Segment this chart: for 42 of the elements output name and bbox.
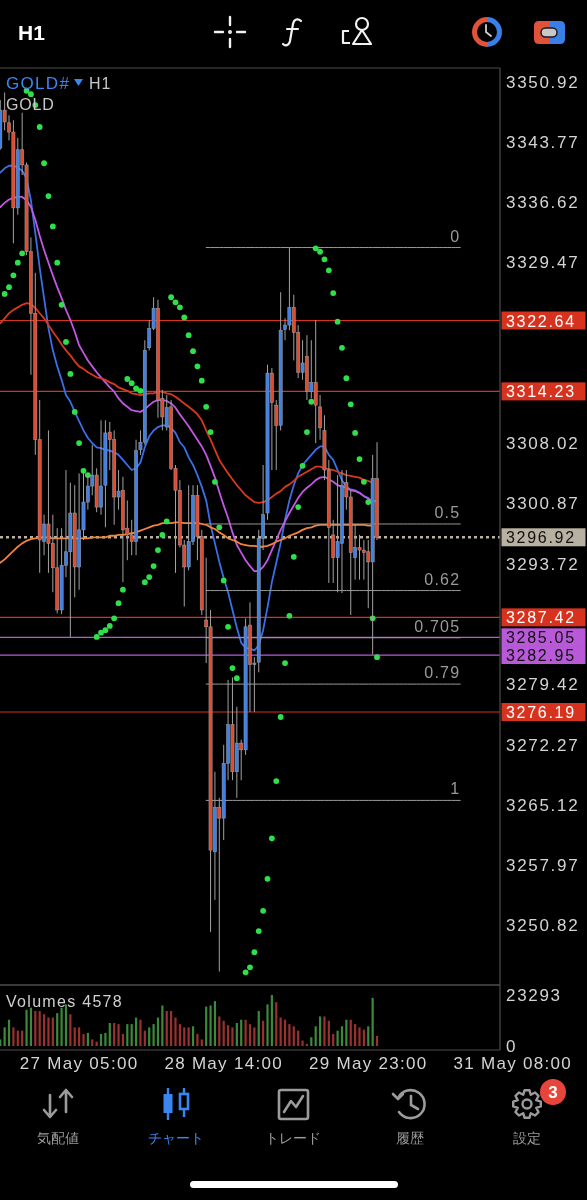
ref-line-label: 3314.23 — [506, 382, 576, 400]
text: チャート — [148, 1130, 204, 1146]
series-label: 0.705 — [414, 617, 461, 635]
chart-subtitle: H1 — [89, 75, 112, 92]
y-tick-label: 3300.87 — [506, 494, 580, 514]
y-tick-label: 3265.12 — [506, 795, 580, 815]
y-tick-label: 3257.97 — [506, 856, 580, 876]
y-tick-label: 3329.47 — [506, 253, 580, 273]
y-tick-label: 3308.02 — [506, 434, 580, 454]
chart-title: Volumes 4578 — [6, 993, 124, 1010]
x-tick-label: 27 May 05:00 — [19, 1054, 139, 1073]
ref-line-label: 3285.05 — [506, 628, 576, 646]
chart-title: GOLD# — [6, 74, 71, 93]
text: トレード — [265, 1130, 321, 1146]
series-label: 1 — [450, 780, 461, 798]
series-label: 0.62 — [424, 570, 461, 588]
y-tick-label: 3350.92 — [506, 72, 580, 92]
x-tick-label: 31 May 08:00 — [453, 1054, 573, 1073]
text: 履歴 — [396, 1130, 424, 1146]
x-tick-label: 29 May 23:00 — [308, 1054, 428, 1073]
text: 気配値 — [37, 1130, 79, 1146]
y-tick-label: 3343.77 — [506, 132, 580, 152]
text: 設定 — [513, 1130, 541, 1146]
y-tick-label: 3250.82 — [506, 916, 580, 936]
y-tick-label: 3336.62 — [506, 193, 580, 213]
text: 3 — [548, 1082, 558, 1102]
text: H1 — [18, 21, 46, 44]
ref-line-label: 3296.92 — [506, 528, 576, 546]
series-label: 0.5 — [434, 503, 461, 521]
y-tick-label: 0 — [506, 1036, 518, 1056]
ref-line-label: 3322.64 — [506, 312, 576, 330]
series-label: 0 — [450, 227, 461, 245]
ref-line-label: 3276.19 — [506, 703, 576, 721]
ref-line-label: 3287.42 — [506, 608, 576, 626]
y-tick-label: 3279.42 — [506, 675, 580, 695]
x-tick-label: 28 May 14:00 — [164, 1054, 284, 1073]
y-tick-label: 23293 — [506, 985, 562, 1005]
y-tick-label: 3272.27 — [506, 735, 580, 755]
ref-line-label: 3282.95 — [506, 646, 576, 664]
y-tick-label: 3293.72 — [506, 554, 580, 574]
series-label: 0.79 — [424, 664, 461, 682]
annotation: GOLD — [6, 96, 55, 113]
